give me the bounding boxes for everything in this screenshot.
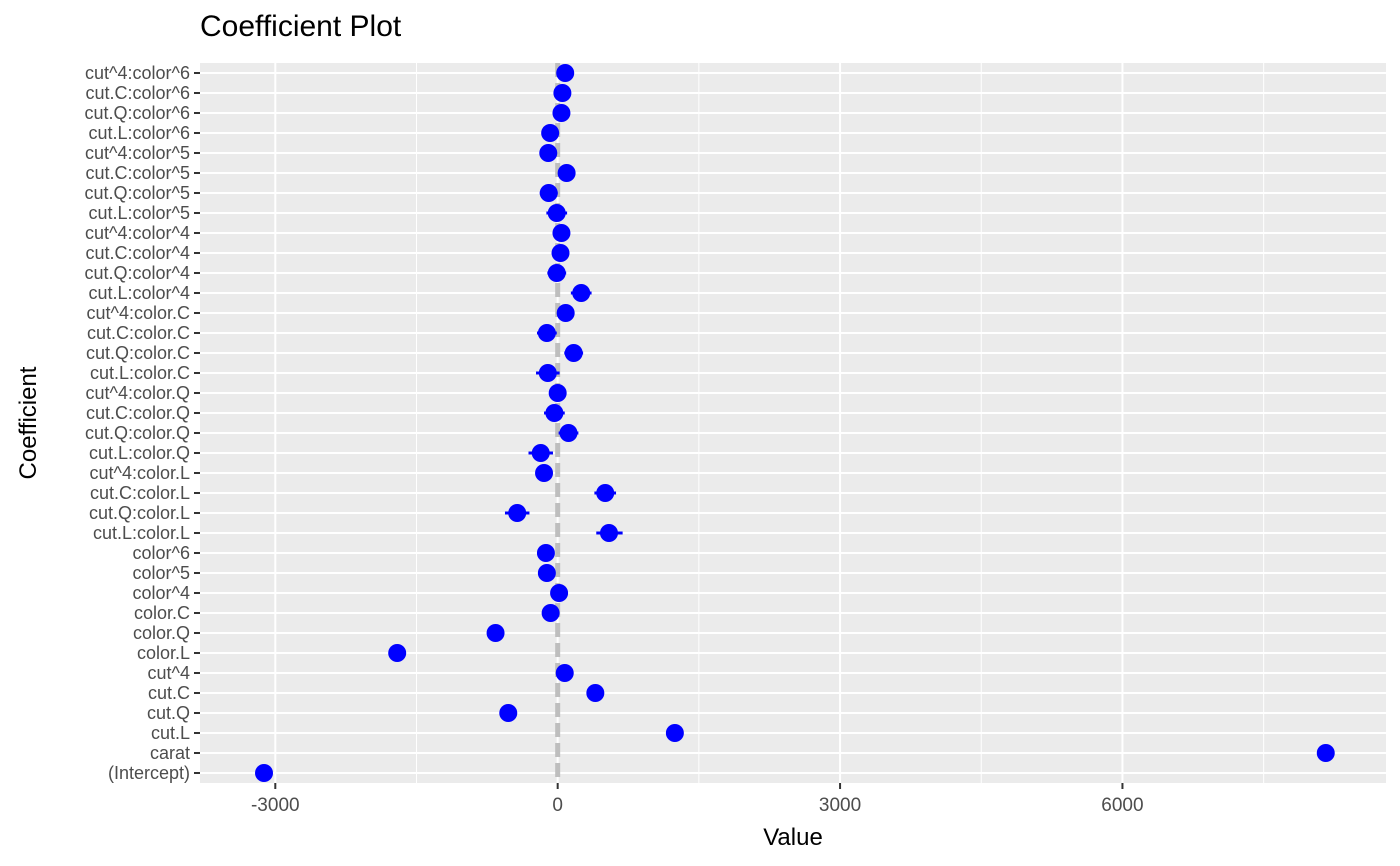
- major-gridlines-y: [200, 72, 1386, 774]
- coefficient-point: [586, 684, 605, 702]
- y-tick-label: cut^4:color.C: [87, 303, 191, 323]
- plot-panel: [200, 63, 1386, 783]
- coefficient-point: [388, 644, 407, 662]
- y-axis-title: Coefficient: [15, 366, 42, 479]
- y-tick-label: color.L: [137, 643, 190, 663]
- y-tick-label: cut.Q:color.Q: [85, 423, 190, 443]
- y-tick-label: cut.L:color^5: [89, 203, 191, 223]
- coefficient-point: [545, 404, 564, 422]
- y-tick-label: cut.C:color.C: [87, 323, 190, 343]
- coefficient-point: [499, 704, 518, 722]
- coefficient-point: [547, 264, 566, 282]
- coefficient-point: [537, 564, 556, 582]
- y-tick-label: cut.L:color.Q: [89, 443, 190, 463]
- x-tick-label: 0: [552, 795, 563, 816]
- y-tick-label: cut.C:color^4: [86, 243, 190, 263]
- coefficient-points: [255, 64, 1335, 782]
- y-tick-label: color.C: [134, 603, 190, 623]
- y-tick-label: cut.C:color^6: [86, 83, 190, 103]
- coefficient-point: [556, 304, 575, 322]
- coefficient-point: [547, 204, 566, 222]
- coefficient-point: [535, 464, 554, 482]
- x-axis-title: Value: [763, 824, 823, 851]
- y-tick-label: cut.L:color.C: [90, 363, 190, 383]
- y-tick-label: color^6: [133, 543, 190, 563]
- coefficient-point: [557, 164, 576, 182]
- coefficient-point: [559, 424, 578, 442]
- coefficient-point: [552, 104, 571, 122]
- coefficient-point: [541, 604, 560, 622]
- coefficient-point: [551, 244, 570, 262]
- coefficient-point: [572, 284, 591, 302]
- coefficient-point: [531, 444, 550, 462]
- y-tick-label: cut.C:color^5: [86, 163, 190, 183]
- x-axis: -3000 0 3000 6000: [251, 783, 1144, 816]
- y-tick-label: cut.L:color^4: [89, 283, 191, 303]
- coefficient-point: [486, 624, 505, 642]
- x-tick-label: 6000: [1101, 795, 1143, 816]
- coefficient-point: [1316, 744, 1335, 762]
- x-tick-label: -3000: [251, 795, 300, 816]
- coefficient-point: [552, 224, 571, 242]
- coefficient-point: [555, 664, 574, 682]
- coefficient-point: [541, 124, 560, 142]
- y-tick-label: cut^4:color.L: [89, 463, 190, 483]
- y-tick-label: cut.C:color.L: [90, 483, 190, 503]
- y-tick-label: cut.Q:color^4: [85, 263, 191, 283]
- y-axis: (Intercept)caratcut.Lcut.Qcut.Ccut^4colo…: [85, 63, 200, 783]
- coefficient-point: [539, 144, 558, 162]
- y-tick-label: cut^4:color^4: [85, 223, 190, 243]
- y-tick-label: cut.L:color^6: [89, 123, 191, 143]
- y-tick-label: cut.Q:color.C: [86, 343, 190, 363]
- coefficient-point: [255, 764, 274, 782]
- y-tick-label: (Intercept): [108, 763, 190, 783]
- y-tick-label: cut.Q:color^5: [85, 183, 191, 203]
- y-tick-label: cut.Q:color^6: [85, 103, 191, 123]
- coefficient-point: [564, 344, 583, 362]
- y-tick-label: cut.C: [148, 683, 190, 703]
- coefficient-point: [556, 64, 575, 82]
- minor-gridlines: [415, 63, 1265, 783]
- y-tick-label: cut^4:color^6: [85, 63, 190, 83]
- y-tick-label: cut.Q: [147, 703, 190, 723]
- coefficient-point: [553, 84, 572, 102]
- y-tick-label: cut.C:color.Q: [86, 403, 190, 423]
- y-tick-label: cut.Q:color.L: [89, 503, 190, 523]
- coefficient-point: [508, 504, 527, 522]
- y-tick-label: carat: [150, 743, 190, 763]
- coefficient-point: [599, 524, 618, 542]
- coefficient-point: [596, 484, 615, 502]
- coefficient-point: [537, 324, 556, 342]
- y-tick-label: cut^4:color.Q: [86, 383, 191, 403]
- coefficient-point: [538, 364, 557, 382]
- chart-title: Coefficient Plot: [200, 10, 402, 43]
- y-tick-label: color.Q: [133, 623, 190, 643]
- coefficient-point: [665, 724, 684, 742]
- coefficient-point: [539, 184, 558, 202]
- y-tick-label: color^5: [133, 563, 190, 583]
- x-tick-label: 3000: [819, 795, 861, 816]
- coefficient-point: [548, 384, 567, 402]
- coefficient-point: [536, 544, 555, 562]
- y-tick-label: cut^4: [148, 663, 190, 683]
- y-tick-label: color^4: [133, 583, 190, 603]
- y-tick-label: cut^4:color^5: [85, 143, 190, 163]
- coefficient-point: [550, 584, 569, 602]
- y-tick-label: cut.L:color.L: [93, 523, 190, 543]
- y-tick-label: cut.L: [151, 723, 190, 743]
